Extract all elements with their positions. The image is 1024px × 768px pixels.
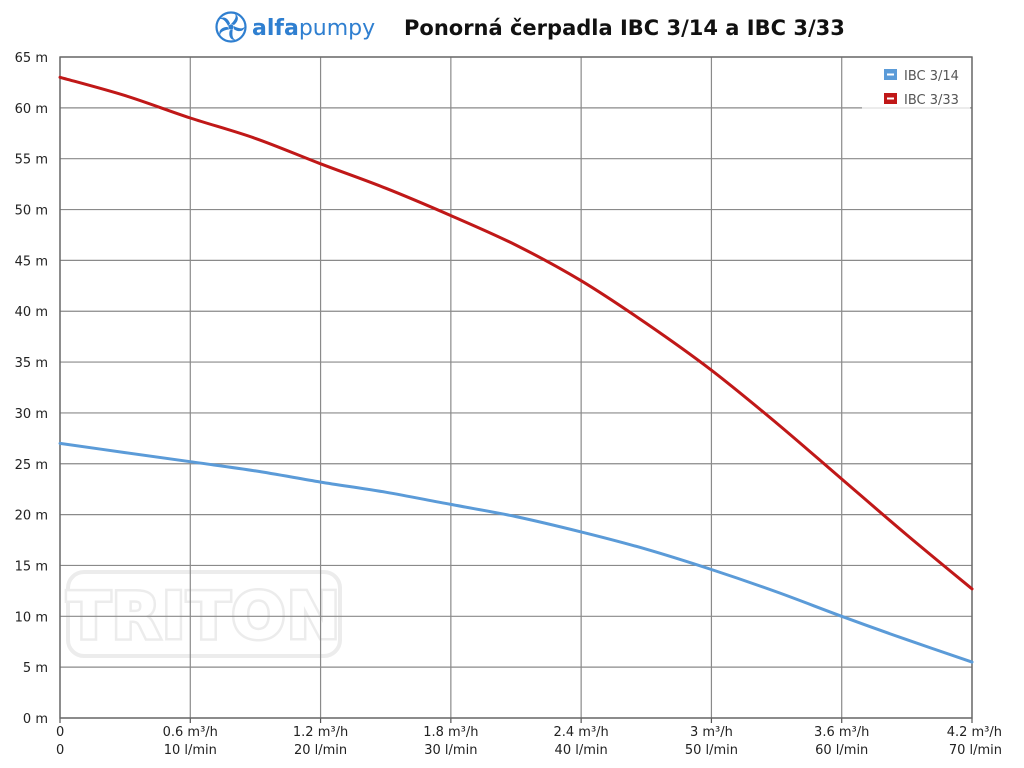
x-tick-label-flow-m3h: 1.2 m³/h (293, 725, 348, 740)
y-tick-label: 35 m (15, 356, 48, 371)
legend[interactable]: IBC 3/14 IBC 3/33 (862, 62, 970, 109)
legend-box (862, 62, 970, 108)
y-tick-label: 5 m (23, 661, 48, 676)
x-tick-label-flow-lmin: 20 l/min (294, 743, 347, 758)
watermark: TRITON (64, 570, 343, 658)
y-tick-label: 40 m (15, 305, 48, 320)
x-tick-label-flow-lmin: 30 l/min (424, 743, 477, 758)
legend-label: IBC 3/33 (904, 93, 959, 108)
series-line-ibc-3-14[interactable] (58, 441, 974, 664)
brand-name: alfapumpy (252, 16, 375, 41)
y-tick-label: 50 m (15, 204, 48, 219)
x-tick-label-flow-m3h: 3 m³/h (690, 725, 733, 740)
series-lines (58, 75, 974, 664)
watermark-text: TRITON (67, 580, 341, 654)
legend-item[interactable]: IBC 3/33 (884, 93, 959, 108)
x-tick-label-flow-lmin: 10 l/min (164, 743, 217, 758)
watermark-frame (66, 570, 342, 658)
y-tick-label: 55 m (15, 153, 48, 168)
x-tick-label-flow-lmin: 50 l/min (685, 743, 738, 758)
legend-label: IBC 3/14 (904, 69, 959, 84)
y-tick-label: 20 m (15, 509, 48, 524)
x-tick-label-flow-lmin: 0 (56, 743, 64, 758)
y-tick-label: 10 m (15, 610, 48, 625)
x-tick-label-flow-m3h: 0 (56, 725, 64, 740)
pump-impeller-icon (215, 11, 247, 43)
y-tick-label: 0 m (23, 712, 48, 727)
chart-title: Ponorná čerpadla IBC 3/14 a IBC 3/33 (404, 16, 845, 40)
brand-logo: alfapumpy (215, 11, 375, 43)
y-tick-label: 60 m (15, 102, 48, 117)
legend-swatch-mark (887, 97, 894, 100)
x-tick-label-flow-m3h: 4.2 m³/h (947, 725, 1002, 740)
y-tick-label: 45 m (15, 254, 48, 269)
legend-item[interactable]: IBC 3/14 (884, 69, 959, 84)
y-tick-label: 15 m (15, 559, 48, 574)
x-tick-label-flow-m3h: 0.6 m³/h (163, 725, 218, 740)
x-tick-label-flow-lmin: 40 l/min (555, 743, 608, 758)
brand-name-part1: alfa (252, 16, 299, 41)
x-tick-label-flow-m3h: 3.6 m³/h (814, 725, 869, 740)
axis-labels: 0 m 5 m 10 m 15 m 20 m 25 m 30 m 35 m 40 m 45 m 50… (15, 51, 1002, 758)
x-tick-label-flow-lmin: 70 l/min (949, 743, 1002, 758)
x-tick-label-flow-m3h: 2.4 m³/h (553, 725, 608, 740)
legend-swatch-mark (887, 73, 894, 76)
plot-frame (59, 56, 973, 719)
series-line-ibc-3-33[interactable] (58, 75, 974, 591)
x-tick-label-flow-m3h: 1.8 m³/h (423, 725, 478, 740)
y-tick-label: 25 m (15, 458, 48, 473)
brand-name-part2: pumpy (299, 16, 375, 41)
y-tick-label: 30 m (15, 407, 48, 422)
y-tick-label: 65 m (15, 51, 48, 66)
x-tick-label-flow-lmin: 60 l/min (815, 743, 868, 758)
grid (59, 56, 973, 723)
